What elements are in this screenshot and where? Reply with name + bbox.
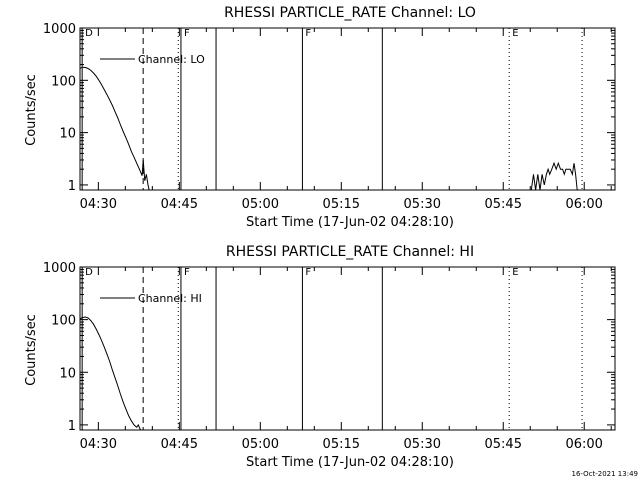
marker-label-lo: E (512, 28, 518, 39)
panel-lo: RHESSI PARTICLE_RATE Channel: LO Start T… (24, 5, 616, 230)
marker-label-lo: F (184, 28, 190, 39)
x-tick-label-lo: 04:30 (80, 197, 117, 212)
footer-timestamp: 16-Oct-2021 13:49 (572, 470, 638, 478)
y-tick-label-lo: 1 (68, 179, 76, 194)
plot-frame-hi (79, 266, 616, 431)
x-tick-label-lo: 05:45 (485, 197, 522, 212)
y-tick-label-hi: 1 (68, 419, 76, 434)
x-tick-label-lo: 05:00 (242, 197, 279, 212)
series-line-lo (79, 66, 150, 191)
legend-label-lo: Channel: LO (138, 53, 205, 66)
legend-label-hi: Channel: HI (138, 292, 202, 305)
y-tick-label-lo: 1000 (43, 22, 76, 37)
x-axis-label-lo: Start Time (17-Jun-02 04:28:10) (246, 215, 454, 230)
marker-label-hi: E (512, 267, 518, 278)
x-tick-label-hi: 05:00 (242, 437, 279, 452)
plot-frame-lo (79, 27, 616, 191)
y-axis-label-hi: Counts/sec (24, 314, 39, 386)
marker-label-hi: F (184, 267, 190, 278)
y-tick-label-lo: 10 (59, 127, 76, 142)
marker-label-hi: F (305, 267, 311, 278)
x-tick-label-lo: 04:45 (161, 197, 198, 212)
x-tick-label-lo: 05:15 (323, 197, 360, 212)
y-tick-label-hi: 1000 (43, 261, 76, 276)
series-line-lo (530, 161, 578, 191)
x-axis-label-hi: Start Time (17-Jun-02 04:28:10) (246, 455, 454, 470)
x-tick-label-hi: 04:45 (161, 437, 198, 452)
x-tick-label-hi: 05:30 (404, 437, 441, 452)
marker-label-lo: F (305, 28, 311, 39)
y-tick-label-lo: 100 (51, 74, 76, 89)
y-tick-label-hi: 100 (51, 314, 76, 329)
marker-label-lo: D (85, 28, 93, 39)
y-axis-label-lo: Counts/sec (24, 74, 39, 146)
series-line-hi (79, 316, 141, 431)
x-tick-label-hi: 06:00 (565, 437, 602, 452)
x-tick-label-hi: 04:30 (80, 437, 117, 452)
x-tick-label-hi: 05:15 (323, 437, 360, 452)
y-tick-label-hi: 10 (59, 366, 76, 381)
x-tick-label-lo: 05:30 (404, 197, 441, 212)
panel-hi: RHESSI PARTICLE_RATE Channel: HI Start T… (24, 244, 616, 470)
chart-title-hi: RHESSI PARTICLE_RATE Channel: HI (226, 244, 474, 260)
x-tick-label-hi: 05:45 (485, 437, 522, 452)
chart-title-lo: RHESSI PARTICLE_RATE Channel: LO (224, 5, 476, 21)
x-tick-label-lo: 06:00 (565, 197, 602, 212)
marker-label-hi: D (85, 267, 93, 278)
